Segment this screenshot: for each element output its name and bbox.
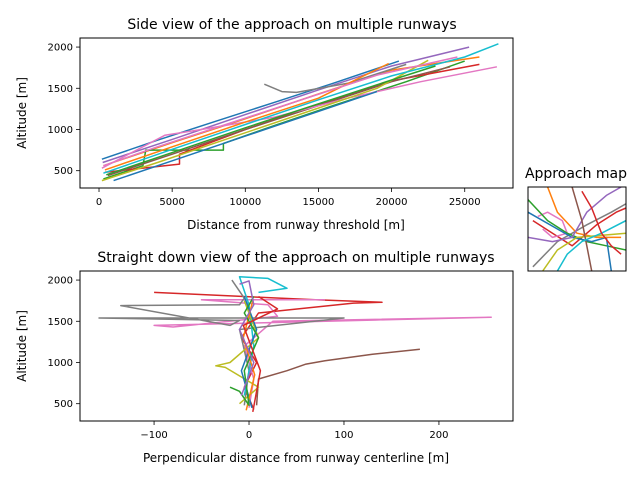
- plot-area: [101, 43, 499, 182]
- x-axis-label: Distance from runway threshold [m]: [187, 218, 405, 232]
- y-tick-label: 500: [54, 166, 73, 177]
- series-line-3: [255, 348, 420, 406]
- series-line-4: [528, 211, 613, 271]
- y-tick-label: 1000: [48, 358, 73, 369]
- chart-title: Side view of the approach on multiple ru…: [127, 17, 456, 33]
- x-tick-label: 25000: [449, 197, 481, 208]
- plot-area: [98, 276, 492, 413]
- series-line-10: [113, 90, 378, 182]
- series-line-5: [107, 66, 451, 177]
- axes-frame: [527, 186, 627, 272]
- x-tick-label: 20000: [376, 197, 408, 208]
- y-axis-label: Altitude [m]: [15, 310, 29, 382]
- x-axis-label: Perpendicular distance from runway cente…: [143, 451, 449, 465]
- y-tick-label: 2000: [48, 43, 73, 54]
- x-tick-label: 0: [246, 430, 252, 441]
- top-view-chart: Straight down view of the approach on mu…: [15, 250, 514, 465]
- axes-frame: [79, 37, 514, 189]
- x-tick-label: 100: [334, 430, 353, 441]
- series-line-8: [101, 59, 429, 182]
- axes-frame: [79, 270, 514, 422]
- x-axis-ticks: −100 0 100 200: [140, 421, 448, 441]
- y-axis-ticks: 500 1000 1500 2000: [48, 43, 80, 177]
- approach-map-chart: Approach map: [525, 166, 627, 272]
- x-tick-label: −100: [140, 430, 167, 441]
- plot-area: [528, 187, 626, 271]
- chart-title: Approach map: [525, 166, 627, 182]
- y-tick-label: 500: [54, 399, 73, 410]
- x-tick-label: 15000: [303, 197, 335, 208]
- series-line-13: [103, 56, 458, 167]
- series-line-2: [537, 211, 568, 239]
- series-line-10: [242, 295, 279, 413]
- series-line-6: [542, 232, 626, 271]
- series-line-8: [229, 296, 260, 407]
- x-tick-label: 10000: [229, 197, 261, 208]
- series-line-8: [571, 187, 593, 271]
- y-axis-label: Altitude [m]: [15, 77, 29, 149]
- series-line-6: [101, 66, 498, 169]
- series-line-7: [528, 187, 622, 243]
- series-line-0: [154, 291, 383, 410]
- y-axis-ticks: 500 1000 1500 2000: [48, 276, 80, 410]
- series-line-9: [556, 219, 626, 271]
- chart-title: Straight down view of the approach on mu…: [97, 250, 494, 266]
- series-line-9: [103, 43, 499, 174]
- series-line-10: [581, 190, 622, 255]
- x-tick-label: 200: [429, 430, 448, 441]
- y-tick-label: 1500: [48, 84, 73, 95]
- series-line-2: [98, 279, 345, 406]
- y-tick-label: 2000: [48, 276, 73, 287]
- series-line-1: [153, 299, 492, 408]
- x-tick-label: 5000: [159, 197, 184, 208]
- series-line-4: [238, 276, 288, 396]
- x-axis-ticks: 0 5000 10000 15000 20000 25000: [96, 188, 481, 208]
- series-line-0: [532, 203, 626, 268]
- series-line-9: [238, 280, 255, 396]
- series-line-4: [102, 46, 470, 164]
- x-tick-label: 0: [96, 197, 102, 208]
- side-view-chart: Side view of the approach on multiple ru…: [15, 17, 514, 232]
- series-line-12: [106, 65, 436, 176]
- y-tick-label: 1000: [48, 125, 73, 136]
- series-line-7: [264, 63, 407, 94]
- y-tick-label: 1500: [48, 317, 73, 328]
